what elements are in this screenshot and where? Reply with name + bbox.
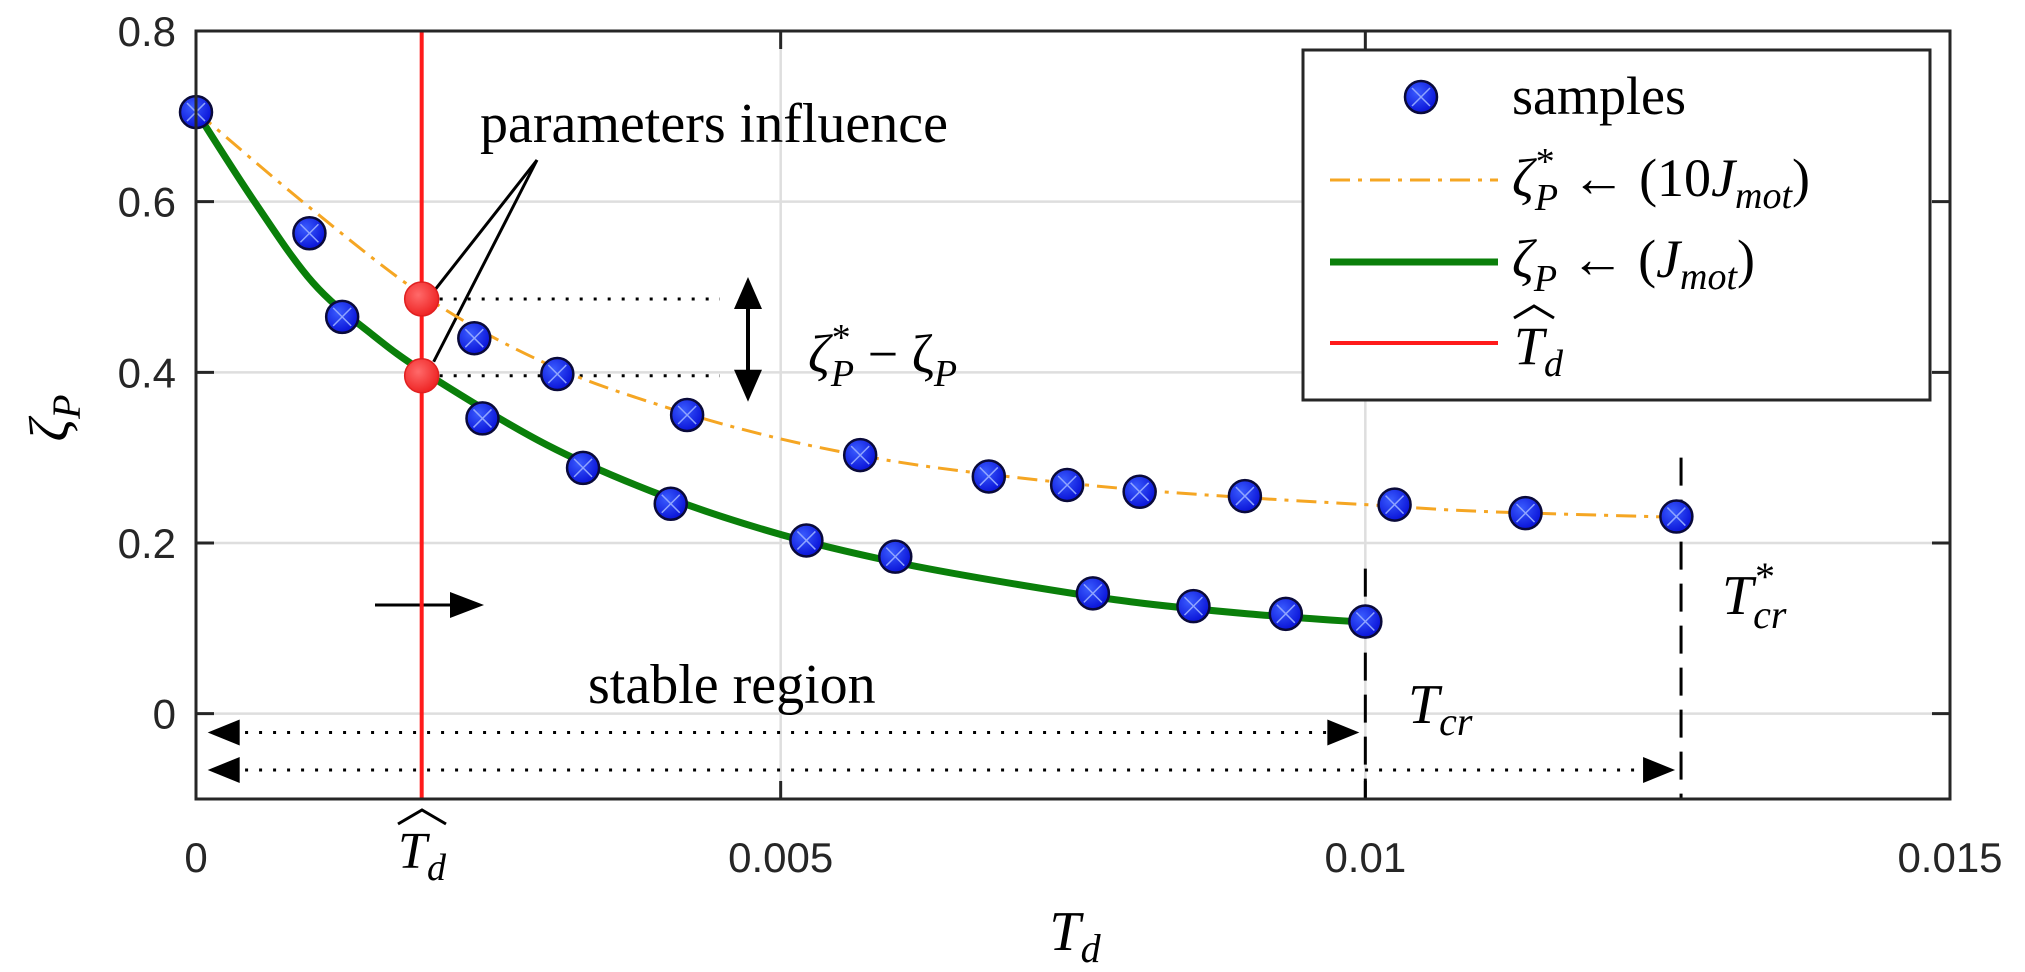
td-hat-tick-symbol (397, 808, 447, 826)
axes-box (194, 29, 1952, 801)
sample-point-upper (971, 459, 1007, 494)
y-tick-label: 0.2 (118, 520, 176, 567)
x-tick-label: 0.015 (1897, 834, 2002, 881)
sample-point-lower (878, 539, 913, 574)
sample-marker-cross (1515, 503, 1536, 523)
sample-marker-cross (1057, 475, 1077, 495)
sample-point-upper (669, 397, 705, 433)
difference-arrowhead-up (734, 276, 762, 309)
highlight-point (403, 281, 440, 317)
x-tick-td-hat: Td (398, 823, 447, 889)
difference-arrowhead-down (734, 369, 762, 402)
x-tick-label: 0.01 (1324, 834, 1406, 881)
y-tick-label: 0.6 (118, 179, 176, 226)
sample-point-lower (1268, 596, 1304, 632)
zeta-diff-label: ζ* P − ζP (808, 317, 957, 395)
legend-label-samples: samples (1512, 66, 1686, 126)
sample-point-lower (465, 401, 500, 436)
sample-marker-cross (299, 223, 319, 243)
x-tick-label: 0.005 (728, 834, 833, 881)
leader-line (432, 159, 539, 363)
sample-point-lower (1348, 604, 1383, 639)
sample-marker-cross (1183, 596, 1203, 616)
sample-point-lower (565, 450, 601, 486)
x-axis-label: Td (1049, 901, 1101, 971)
sample-marker-cross (573, 458, 593, 478)
sample-point-upper (457, 320, 492, 356)
sample-point-upper (540, 356, 575, 392)
tick-labels: 0 0.005 0.01 0.015 0 0.2 0.4 0.6 0.8 (118, 8, 2003, 881)
arrowhead-right (1327, 719, 1360, 746)
sample-point-lower (324, 299, 360, 335)
sample-point-upper (1227, 478, 1263, 514)
sample-point-lower (789, 523, 824, 558)
legend-td-hat-symbol (1513, 304, 1555, 320)
sample-marker-cross (1083, 583, 1103, 603)
sample-point-upper (1122, 474, 1157, 510)
sample-marker-cross (1385, 495, 1405, 515)
sample-point-lower (1075, 576, 1111, 611)
arrowhead-left (207, 756, 240, 783)
direction-arrow-head (450, 592, 484, 618)
y-tick-label: 0.8 (118, 8, 176, 55)
sample-point-upper (1049, 467, 1085, 503)
y-tick-label: 0 (153, 691, 176, 738)
sample-marker-cross (472, 408, 493, 428)
sample-marker-cross (1235, 486, 1255, 506)
sample-point-upper (1508, 495, 1543, 531)
sample-marker-cross (1130, 482, 1150, 502)
sample-marker-cross (332, 307, 352, 327)
sample-marker-cross (850, 445, 870, 465)
data-markers (178, 94, 1694, 639)
sample-marker-cross (661, 494, 681, 514)
highlight-point (403, 357, 440, 394)
sample-marker-cross (796, 530, 816, 550)
sample-marker-cross (547, 364, 567, 384)
sample-marker-cross (1666, 507, 1686, 527)
legend: samples ζ* P ← (10Jmot) ζP ← (Jmot) Td (1301, 48, 1932, 402)
sample-point-upper (292, 215, 327, 251)
legend-marker-samples (1403, 79, 1439, 115)
y-axis-label: ζP (19, 394, 89, 441)
sample-point-lower (1176, 588, 1211, 624)
sample-marker-cross (1276, 604, 1296, 624)
sample-marker-cross (885, 547, 905, 567)
stable-region-label: stable region (588, 654, 876, 716)
arrowhead-right (1643, 756, 1676, 783)
sample-marker-cross (677, 405, 697, 425)
sample-point-upper (842, 437, 878, 473)
y-tick-label: 0.4 (118, 349, 176, 396)
x-tick-label: 0 (184, 834, 207, 881)
sample-point-upper (1659, 499, 1694, 534)
parameters-influence-label: parameters influence (480, 93, 948, 155)
sample-point-lower (653, 486, 688, 521)
leader-line (434, 159, 539, 290)
sample-marker-cross (1355, 611, 1375, 632)
arrowhead-left (207, 719, 240, 746)
sample-marker-cross (464, 328, 484, 348)
sample-point-upper (1377, 487, 1412, 522)
sample-marker-cross (979, 466, 999, 486)
